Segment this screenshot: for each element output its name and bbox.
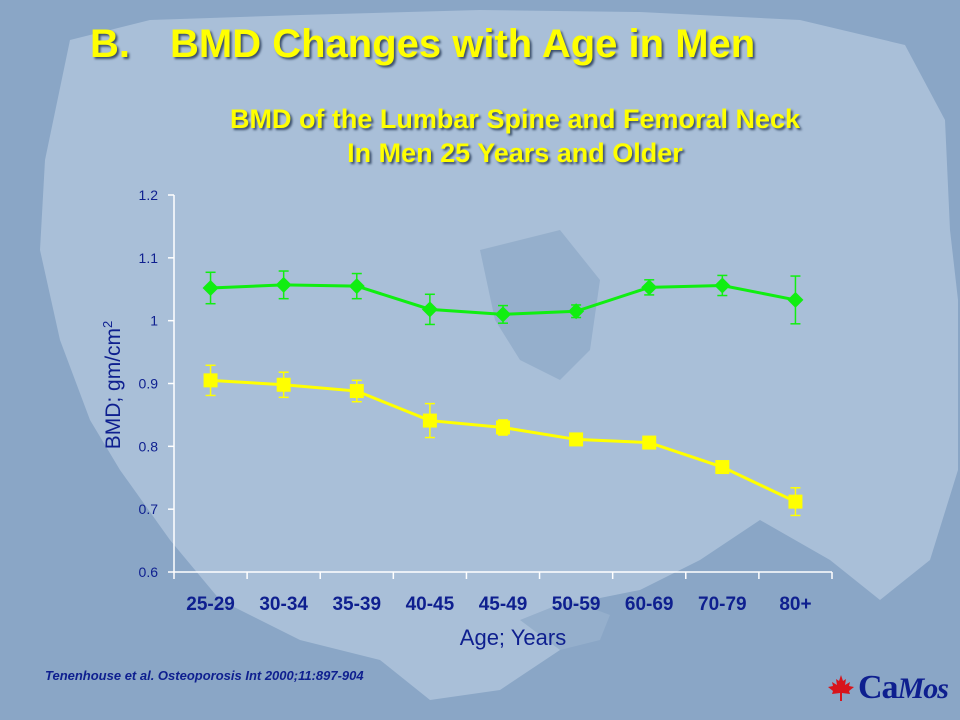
logo-suffix: Mos (897, 672, 949, 705)
y-tick-label: 1 (150, 313, 158, 329)
y-tick-label: 0.7 (139, 501, 159, 517)
chart-title-block: BMD of the Lumbar Spine and Femoral Neck… (150, 102, 880, 170)
x-tick-label: 45-49 (479, 594, 528, 615)
data-point-diamond (495, 306, 511, 323)
x-tick-label: 50-59 (552, 594, 601, 615)
y-tick-label: 0.6 (139, 564, 159, 580)
data-point-diamond (787, 291, 804, 308)
x-tick-label: 30-34 (259, 594, 308, 615)
hudson-bay-shape (480, 230, 600, 380)
data-point-square (569, 432, 584, 447)
y-tick-label: 1.2 (139, 187, 159, 203)
data-point-diamond (202, 279, 219, 296)
data-point-diamond (421, 301, 438, 318)
x-tick-label: 60-69 (625, 594, 674, 615)
camos-logo: CaMos (826, 668, 949, 708)
x-tick-label: 25-29 (186, 594, 235, 615)
great-lakes-shape (520, 600, 610, 650)
canada-map-shape (40, 10, 958, 700)
y-tick-label: 0.9 (139, 376, 159, 392)
y-axis-label: BMD; gm/cm2 (100, 321, 125, 450)
data-point-diamond (714, 277, 731, 294)
data-point-diamond (568, 303, 585, 320)
x-tick-label: 35-39 (332, 594, 381, 615)
slide-title: B. BMD Changes with Age in Men (90, 22, 755, 67)
x-tick-label: 40-45 (406, 594, 455, 615)
chart-title: BMD of the Lumbar Spine and Femoral Neck (229, 104, 801, 134)
y-axis-label-superscript: 2 (100, 321, 115, 328)
data-point-diamond (348, 278, 365, 295)
slide-letter: B. (90, 22, 130, 66)
data-point-diamond (641, 279, 658, 296)
data-point-square (788, 494, 803, 509)
data-point-square (715, 460, 730, 475)
data-point-square (422, 413, 437, 428)
chart-subtitle: In Men 25 Years and Older (347, 138, 683, 168)
x-tick-label: 70-79 (698, 594, 747, 615)
data-point-diamond (275, 276, 292, 293)
maple-leaf-icon (828, 675, 854, 701)
series-line-square (210, 378, 797, 503)
x-axis-label: Age; Years (460, 625, 566, 650)
logo-prefix: Ca (858, 669, 899, 706)
data-point-square (276, 377, 291, 392)
data-point-square (349, 384, 364, 399)
data-point-square (642, 435, 657, 450)
data-point-square (203, 373, 218, 388)
x-tick-label: 80+ (779, 594, 811, 615)
data-point-square (496, 420, 510, 435)
slide-title-text: BMD Changes with Age in Men (170, 22, 756, 66)
y-tick-label: 0.8 (139, 438, 159, 454)
citation: Tenenhouse et al. Osteoporosis Int 2000;… (45, 668, 364, 683)
logo-text: CaMos (858, 669, 949, 707)
y-tick-label: 1.1 (139, 250, 159, 266)
